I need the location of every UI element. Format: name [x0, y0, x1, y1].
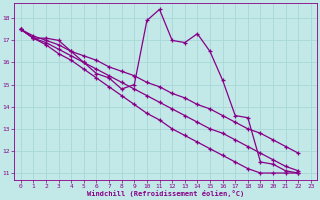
X-axis label: Windchill (Refroidissement éolien,°C): Windchill (Refroidissement éolien,°C): [87, 190, 244, 197]
